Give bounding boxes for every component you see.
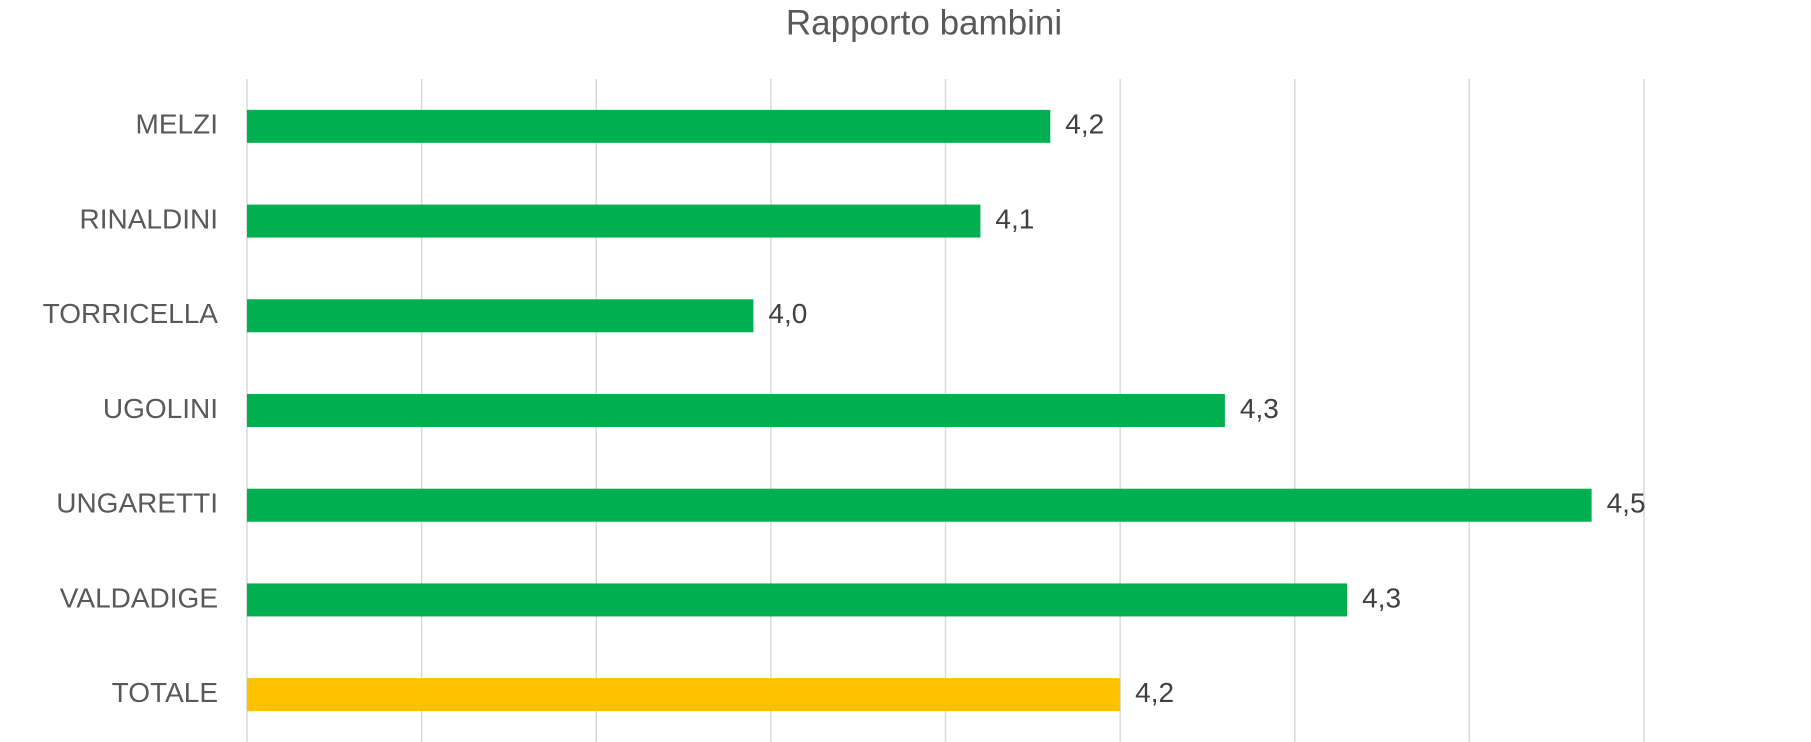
y-tick-label: VALDADIGE bbox=[60, 582, 218, 613]
bar bbox=[247, 678, 1121, 712]
y-tick-label: TOTALE bbox=[112, 677, 218, 708]
data-label: 4,5 bbox=[1607, 488, 1646, 519]
bar bbox=[247, 488, 1592, 522]
y-tick-label: TORRICELLA bbox=[43, 298, 219, 329]
bar bbox=[247, 299, 754, 333]
y-tick-label: RINALDINI bbox=[80, 203, 218, 234]
bar bbox=[247, 583, 1348, 617]
data-label: 4,0 bbox=[768, 298, 807, 329]
y-tick-label: MELZI bbox=[136, 109, 218, 140]
chart-title: Rapporto bambini bbox=[786, 3, 1062, 42]
bar bbox=[247, 109, 1051, 143]
data-label: 4,2 bbox=[1135, 677, 1174, 708]
data-label: 4,3 bbox=[1362, 582, 1401, 613]
bar bbox=[247, 394, 1225, 427]
data-label: 4,1 bbox=[995, 203, 1034, 234]
data-label: 4,3 bbox=[1240, 393, 1279, 424]
data-label: 4,2 bbox=[1065, 109, 1104, 140]
y-tick-label: UNGARETTI bbox=[56, 488, 218, 519]
bar bbox=[247, 204, 981, 238]
y-tick-label: UGOLINI bbox=[103, 393, 218, 424]
